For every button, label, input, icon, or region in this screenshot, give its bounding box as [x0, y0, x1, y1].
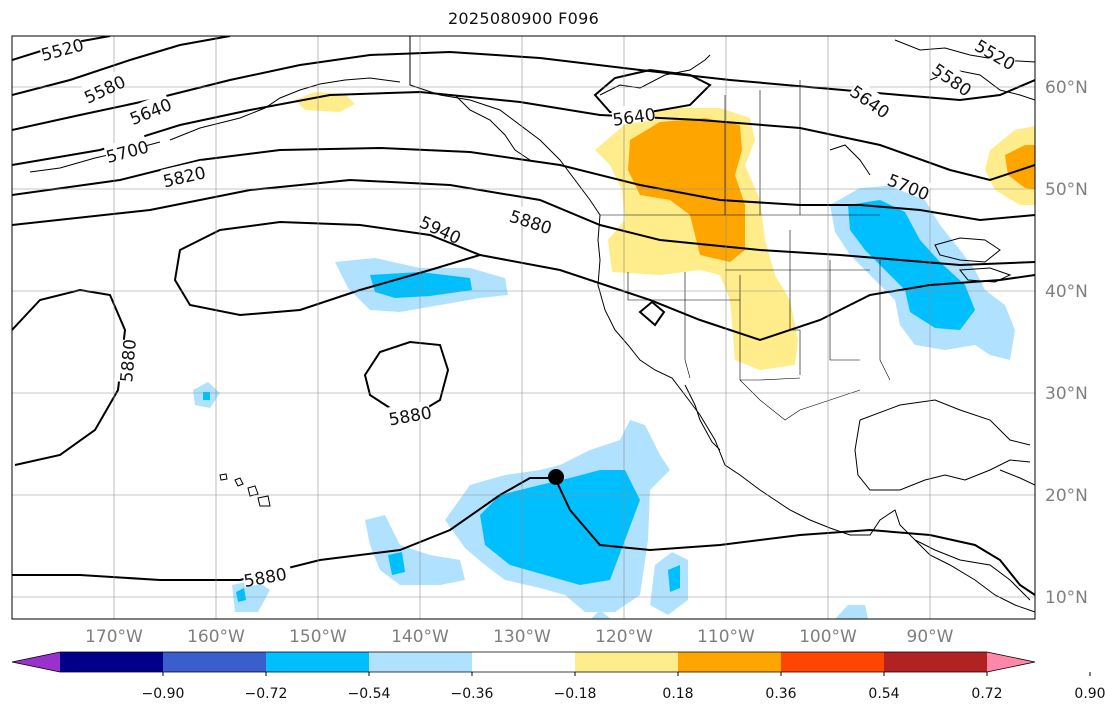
- contour-label-5880-west: 5880: [117, 338, 141, 383]
- colorbar-segment: [266, 652, 370, 672]
- colorbar-segment: [369, 652, 473, 672]
- negative-anomaly-south-edge: [835, 605, 868, 619]
- negative-anomaly-sw-core: [388, 552, 405, 575]
- colorbar-outline: [11, 651, 1036, 673]
- colorbar-tick-label: −0.90: [142, 686, 185, 702]
- lon-label-110w: 110°W: [697, 627, 755, 647]
- negative-anomaly-small-w-core: [236, 588, 246, 602]
- positive-anomaly-alaska: [295, 92, 355, 112]
- colorbar-segment: [575, 652, 679, 672]
- colorbar-extend-low: [12, 652, 60, 672]
- height-contours: [12, 36, 1035, 596]
- colorbar-tick-label: −0.72: [245, 686, 288, 702]
- colorbar-tick-label: 0.54: [868, 686, 899, 702]
- lat-label-20: 20°N: [1045, 486, 1088, 506]
- longitude-labels: 170°W 160°W 150°W 140°W 130°W 120°W 110°…: [85, 627, 954, 647]
- map-title: 2025080900 F096: [447, 9, 600, 28]
- lat-label-40: 40°N: [1045, 282, 1088, 302]
- colorbar-segment: [472, 652, 576, 672]
- positive-anomaly-east-core: [1005, 145, 1035, 190]
- colorbar-segment: [781, 652, 885, 672]
- negative-anomaly-pacific-core: [370, 272, 472, 298]
- anomaly-fills: [193, 92, 1035, 619]
- negative-anomaly-hawaii-north-core: [203, 392, 210, 400]
- colorbar-tick-label: 0.36: [765, 686, 796, 702]
- lon-label-150w: 150°W: [289, 627, 347, 647]
- lon-label-170w: 170°W: [85, 627, 143, 647]
- negative-anomaly-central-core: [848, 200, 975, 330]
- lat-label-50: 50°N: [1045, 180, 1088, 200]
- colorbar-tick-label: 0.90: [1074, 686, 1105, 702]
- lon-label-100w: 100°W: [799, 627, 857, 647]
- storm-position-dot: [548, 469, 564, 485]
- positive-anomaly-core: [628, 118, 745, 262]
- lon-label-140w: 140°W: [391, 627, 449, 647]
- colorbar-tick-label: 0.72: [971, 686, 1002, 702]
- colorbar: −0.90 −0.72 −0.54 −0.36 −0.18 0.18 0.36 0.54 0.7…: [11, 651, 1105, 702]
- negative-anomaly-small-e-core: [668, 565, 680, 592]
- colorbar-tick-label: −0.36: [451, 686, 494, 702]
- lon-label-90w: 90°W: [907, 627, 954, 647]
- map-frame: [11, 35, 1036, 620]
- colorbar-segment: [60, 652, 164, 672]
- negative-anomaly-subtropics-core: [480, 470, 640, 585]
- lat-label-30: 30°N: [1045, 384, 1088, 404]
- lon-label-130w: 130°W: [493, 627, 551, 647]
- colorbar-segment: [163, 652, 267, 672]
- colorbar-segment: [678, 652, 782, 672]
- colorbar-tick-label: 0.18: [662, 686, 693, 702]
- negative-anomaly-sw: [365, 515, 465, 585]
- colorbar-extend-high: [987, 652, 1035, 672]
- negative-anomaly-small-w: [232, 580, 270, 612]
- contour-labels: 5520 5580 5640 5700 5820 5940 5880 5880 …: [38, 32, 1019, 592]
- lat-label-60: 60°N: [1045, 78, 1088, 98]
- colorbar-tick-label: −0.18: [554, 686, 597, 702]
- lon-label-120w: 120°W: [595, 627, 653, 647]
- colorbar-tick-label: −0.54: [348, 686, 391, 702]
- lat-label-10: 10°N: [1045, 588, 1088, 608]
- colorbar-segment: [884, 652, 988, 672]
- lon-label-160w: 160°W: [187, 627, 245, 647]
- latitude-labels: 60°N 50°N 40°N 30°N 20°N 10°N: [1045, 78, 1088, 608]
- negative-anomaly-south-shape: [591, 610, 611, 619]
